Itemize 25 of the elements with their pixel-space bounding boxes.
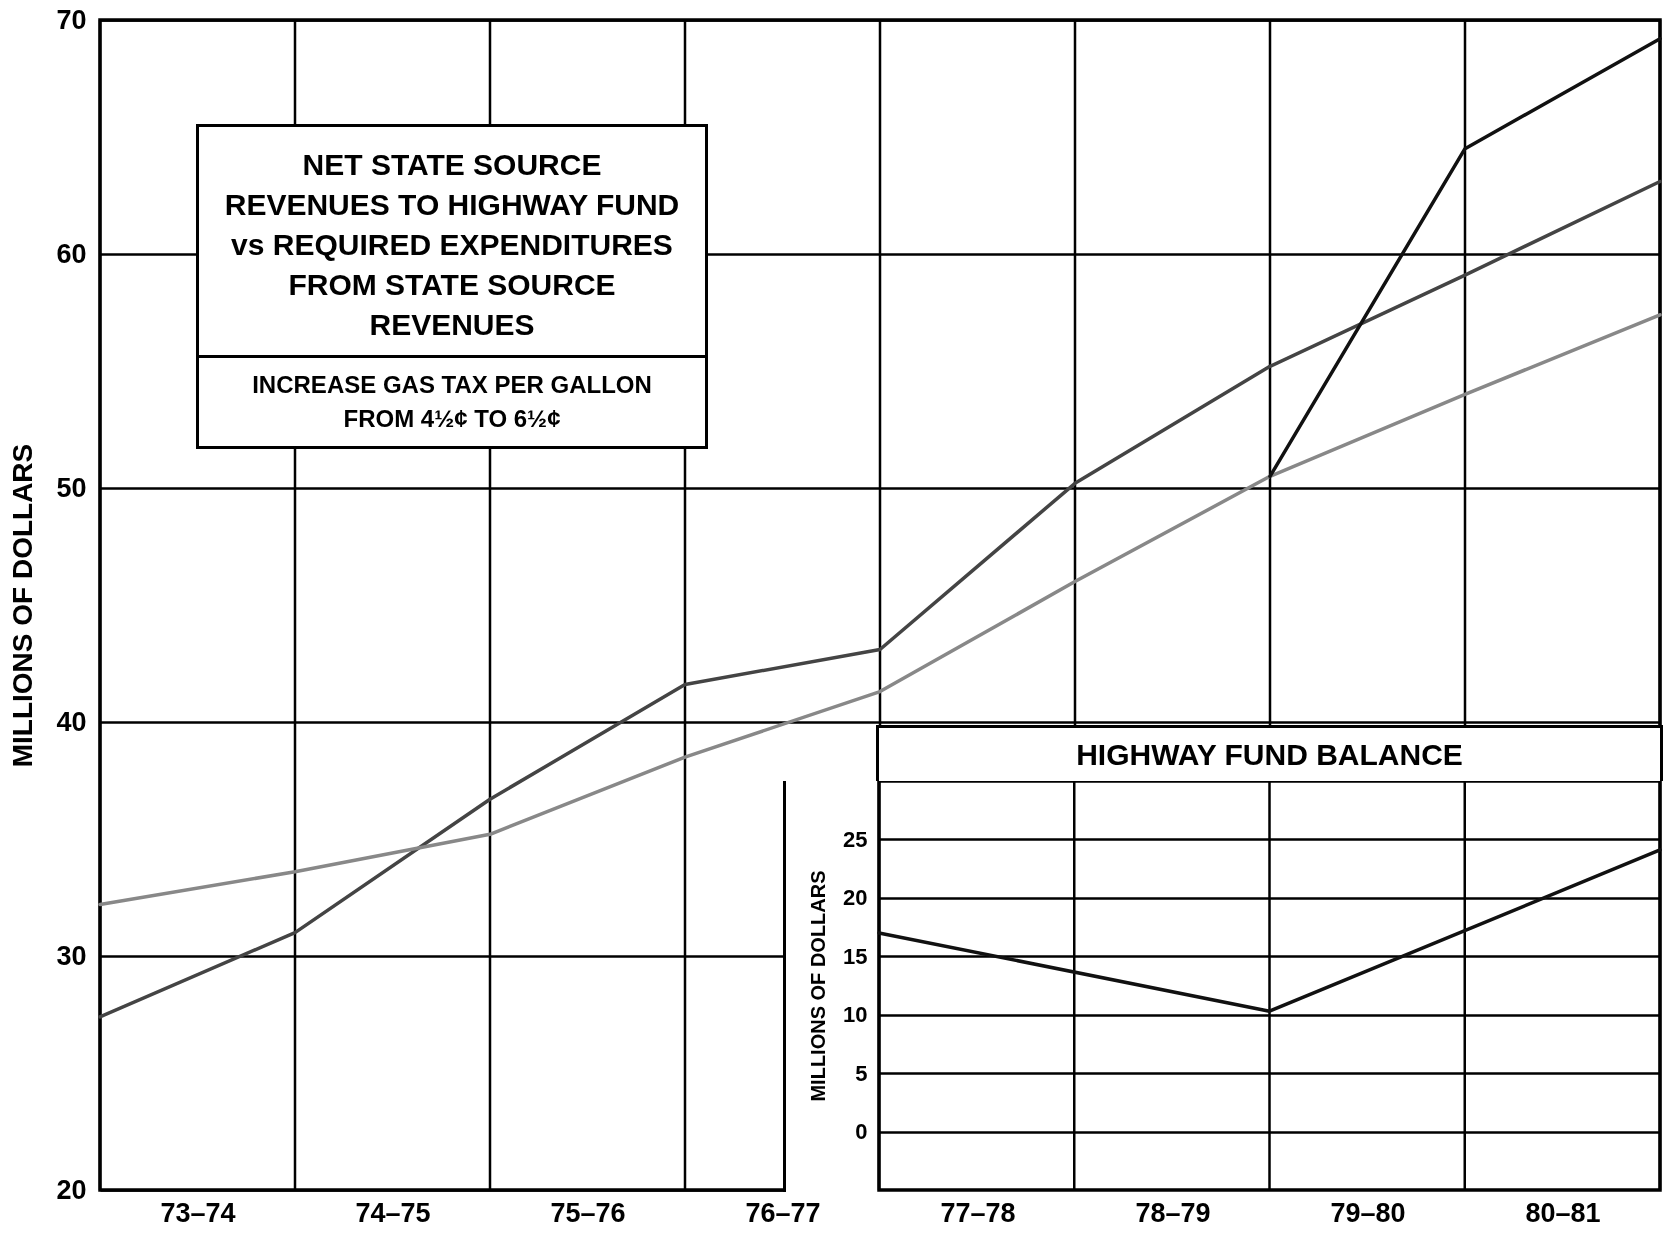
y-tick-label: 20: [843, 885, 868, 911]
x-tick-label: 78–79: [1135, 1197, 1211, 1228]
annotation: INCREASE GAS TAX PER GALLON FROM 4½¢ TO 6½¢: [251, 370, 653, 434]
x-tick-label: 80–81: [1525, 1197, 1601, 1228]
x-tick-label: 73–74: [160, 1197, 236, 1228]
x-tick-label: 75–76: [550, 1197, 626, 1228]
x-tick-label: 79–80: [1330, 1197, 1406, 1228]
y-axis-title: MILLIONS OF DOLLARS: [7, 443, 39, 768]
y-tick-label: 25: [843, 826, 868, 852]
x-tick-label: 77–78: [940, 1197, 1016, 1228]
x-tick-label: 76–77: [745, 1197, 821, 1228]
chart-title: HIGHWAY FUND BALANCE: [876, 725, 1663, 781]
y-tick-label: 10: [843, 1002, 868, 1028]
y-tick-label: 30: [56, 940, 87, 971]
y-tick-label: 40: [56, 706, 87, 737]
text: NET STATE SOURCE REVENUES TO HIGHWAY FUND vs REQUIRED EXPENDITURES FROM STATE SOURCE REVENUES: [223, 147, 681, 343]
y-tick-label: 70: [56, 4, 87, 35]
y-tick-label: 20: [56, 1174, 87, 1205]
y-tick-label: 50: [56, 472, 87, 503]
y-axis-title: MILLIONS OF DOLLARS: [807, 870, 830, 1102]
y-tick-label: 60: [56, 238, 87, 269]
y-tick-label: 15: [843, 943, 868, 969]
y-tick-label: 0: [855, 1119, 868, 1145]
y-tick-label: 5: [855, 1060, 868, 1086]
x-tick-label: 74–75: [355, 1197, 431, 1228]
